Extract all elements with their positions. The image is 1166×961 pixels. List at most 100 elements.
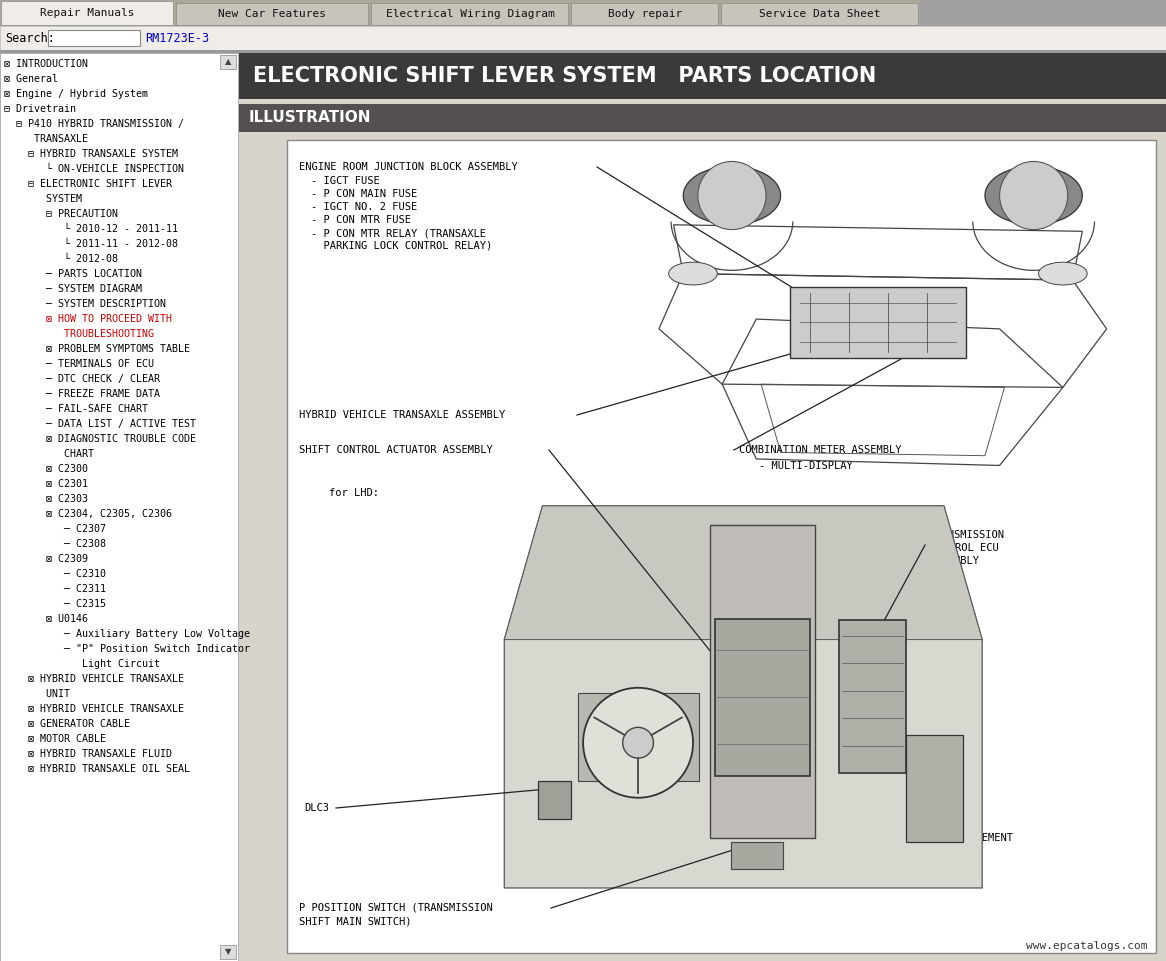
Text: ENGINE ROOM JUNCTION BLOCK ASSEMBLY: ENGINE ROOM JUNCTION BLOCK ASSEMBLY [298,162,518,172]
Bar [0,53,238,961]
Bar [920,0,1166,26]
Text: ⊠ C2301: ⊠ C2301 [3,479,87,489]
Bar [577,693,698,781]
Text: ⊠ Engine / Hybrid System: ⊠ Engine / Hybrid System [3,89,148,99]
Bar [715,619,809,776]
Text: DLC3: DLC3 [304,803,329,813]
Text: ⊠ HYBRID TRANSAXLE OIL SEAL: ⊠ HYBRID TRANSAXLE OIL SEAL [3,764,190,774]
Text: RM1723E-3: RM1723E-3 [145,32,209,44]
Text: └ ON-VEHICLE INSPECTION: └ ON-VEHICLE INSPECTION [3,164,184,174]
Text: ─ C2307: ─ C2307 [3,524,106,534]
Bar [721,3,918,25]
Text: ─ "P" Position Switch Indicator: ─ "P" Position Switch Indicator [3,644,250,654]
Bar [0,26,1166,50]
Text: ELECTRONIC SHIFT LEVER SYSTEM   PARTS LOCATION: ELECTRONIC SHIFT LEVER SYSTEM PARTS LOCA… [253,66,877,86]
Circle shape [583,688,693,798]
Text: TROUBLESHOOTING: TROUBLESHOOTING [3,329,154,339]
Bar [371,3,568,25]
Text: ⊠ INTRODUCTION: ⊠ INTRODUCTION [3,59,87,69]
Text: └ 2010-12 - 2011-11: └ 2010-12 - 2011-11 [3,224,178,234]
Text: ─ C2310: ─ C2310 [3,569,106,579]
Bar [571,3,718,25]
Text: ⊟ ELECTRONIC SHIFT LEVER: ⊟ ELECTRONIC SHIFT LEVER [3,179,173,189]
Text: ▼: ▼ [225,948,231,956]
Text: COMBINATION METER ASSEMBLY: COMBINATION METER ASSEMBLY [739,445,901,455]
Text: └ 2012-08: └ 2012-08 [3,254,118,264]
Text: P POSITION SWITCH (TRANSMISSION: P POSITION SWITCH (TRANSMISSION [298,903,493,913]
Polygon shape [504,505,982,640]
Text: └ 2011-11 - 2012-08: └ 2011-11 - 2012-08 [3,239,178,249]
Text: ─ DTC CHECK / CLEAR: ─ DTC CHECK / CLEAR [3,374,160,384]
Text: ⊠ PROBLEM SYMPTOMS TABLE: ⊠ PROBLEM SYMPTOMS TABLE [3,344,190,354]
Text: ⊠ C2303: ⊠ C2303 [3,494,87,504]
Text: ⊠ General: ⊠ General [3,74,58,84]
Text: New Car Features: New Car Features [218,9,326,19]
Text: ─ SYSTEM DESCRIPTION: ─ SYSTEM DESCRIPTION [3,299,166,309]
Polygon shape [504,505,982,888]
Text: www.epcatalogs.com: www.epcatalogs.com [1026,941,1149,951]
Text: ⊠ C2304, C2305, C2306: ⊠ C2304, C2305, C2306 [3,509,173,519]
Text: ⊠ C2300: ⊠ C2300 [3,464,87,474]
Bar [0,50,1166,53]
Ellipse shape [668,262,717,285]
Text: ⊟ P410 HYBRID TRANSMISSION /: ⊟ P410 HYBRID TRANSMISSION / [3,119,184,129]
Text: ⊟ Drivetrain: ⊟ Drivetrain [3,104,76,114]
Bar [48,30,140,46]
Text: - P CON MAIN FUSE: - P CON MAIN FUSE [311,189,417,199]
Text: ⊠ HOW TO PROCEED WITH: ⊠ HOW TO PROCEED WITH [3,314,173,324]
Bar [239,53,1166,99]
Text: Electrical Wiring Diagram: Electrical Wiring Diagram [386,9,554,19]
Bar [287,140,1156,953]
Bar [906,735,963,842]
Bar [176,3,368,25]
Text: - MULTI-DISPLAY: - MULTI-DISPLAY [759,461,852,471]
Text: ⊠ GENERATOR CABLE: ⊠ GENERATOR CABLE [3,719,129,729]
Ellipse shape [683,166,780,225]
Bar [731,842,784,869]
Text: SHIFT CONTROL ACTUATOR ASSEMBLY: SHIFT CONTROL ACTUATOR ASSEMBLY [298,445,493,455]
Text: CONTROL ECU: CONTROL ECU [930,543,999,553]
Bar [239,53,1166,961]
Text: TRANSMISSION: TRANSMISSION [930,530,1005,540]
Text: ⊠ MOTOR CABLE: ⊠ MOTOR CABLE [3,734,106,744]
Text: ILLUSTRATION: ILLUSTRATION [250,111,372,126]
Text: UNIT: UNIT [3,689,70,699]
Text: ⊠ HYBRID VEHICLE TRANSAXLE: ⊠ HYBRID VEHICLE TRANSAXLE [3,704,184,714]
Text: Search:: Search: [5,32,55,44]
Text: Repair Manuals: Repair Manuals [41,8,135,18]
Text: - P CON MTR FUSE: - P CON MTR FUSE [311,215,410,225]
Text: ─ FREEZE FRAME DATA: ─ FREEZE FRAME DATA [3,389,160,399]
Text: ─ SYSTEM DIAGRAM: ─ SYSTEM DIAGRAM [3,284,142,294]
Text: ⊠ DIAGNOSTIC TROUBLE CODE: ⊠ DIAGNOSTIC TROUBLE CODE [3,434,196,444]
Bar [838,621,906,774]
Text: ⊟ PRECAUTION: ⊟ PRECAUTION [3,209,118,219]
Bar [1,1,173,25]
Text: ⊠ HYBRID TRANSAXLE FLUID: ⊠ HYBRID TRANSAXLE FLUID [3,749,173,759]
Text: ⊠ HYBRID VEHICLE TRANSAXLE: ⊠ HYBRID VEHICLE TRANSAXLE [3,674,184,684]
Text: Body repair: Body repair [607,9,682,19]
Ellipse shape [985,166,1082,225]
Text: Light Circuit: Light Circuit [3,659,160,669]
Text: TRANSAXLE: TRANSAXLE [3,134,87,144]
Circle shape [698,161,766,230]
Text: ASSEMBLY: ASSEMBLY [930,556,981,566]
Text: PARKING LOCK CONTROL RELAY): PARKING LOCK CONTROL RELAY) [311,241,492,251]
Text: ─ TERMINALS OF ECU: ─ TERMINALS OF ECU [3,359,154,369]
Text: SHIFT MAIN SWITCH): SHIFT MAIN SWITCH) [298,916,412,926]
Text: POWER MANAGEMENT: POWER MANAGEMENT [913,833,1013,843]
Text: ─ C2315: ─ C2315 [3,599,106,609]
Bar [791,286,965,358]
Circle shape [623,727,653,758]
Text: ▲: ▲ [225,58,231,66]
Bar [538,781,571,819]
Text: ─ PARTS LOCATION: ─ PARTS LOCATION [3,269,142,279]
Text: - IGCT NO. 2 FUSE: - IGCT NO. 2 FUSE [311,202,417,212]
Bar [0,0,1166,26]
Text: - P CON MTR RELAY (TRANSAXLE: - P CON MTR RELAY (TRANSAXLE [311,228,486,238]
Text: ─ DATA LIST / ACTIVE TEST: ─ DATA LIST / ACTIVE TEST [3,419,196,429]
Bar [239,104,1166,132]
Text: ⊠ C2309: ⊠ C2309 [3,554,87,564]
Bar [710,525,815,838]
Bar [220,945,236,959]
Text: - IGCT FUSE: - IGCT FUSE [311,176,380,186]
